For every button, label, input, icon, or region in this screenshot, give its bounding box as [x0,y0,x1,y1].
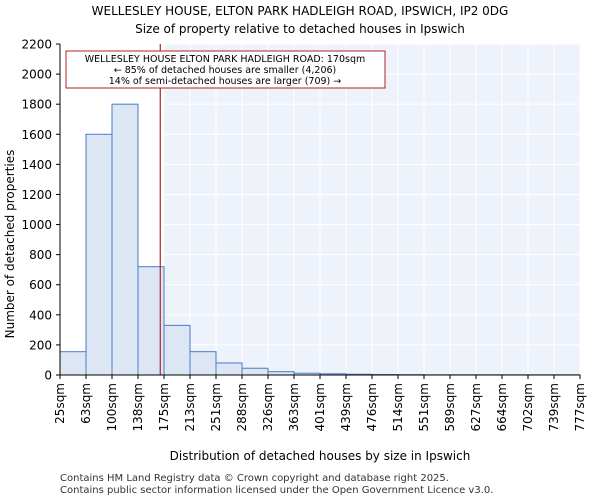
annotation-line-1: WELLESLEY HOUSE ELTON PARK HADLEIGH ROAD… [85,54,366,65]
x-tick-label: 363sqm [287,383,301,431]
y-tick-label: 1400 [21,158,52,172]
x-tick-label: 401sqm [313,383,327,431]
footer-line-1: Contains HM Land Registry data © Crown c… [60,473,449,484]
x-axis-label: Distribution of detached houses by size … [170,449,471,463]
x-tick-label: 664sqm [495,383,509,431]
x-tick-label: 251sqm [209,383,223,431]
x-tick-label: 439sqm [339,383,353,431]
chart-subtitle: Size of property relative to detached ho… [135,22,465,36]
y-tick-label: 2000 [21,68,52,82]
y-axis-label: Number of detached properties [3,150,17,339]
x-tick-label: 551sqm [417,383,431,431]
x-tick-label: 213sqm [183,383,197,431]
x-tick-label: 514sqm [391,383,405,431]
x-tick-label: 25sqm [53,383,67,424]
x-tick-label: 175sqm [157,383,171,431]
annotation-line-2: ← 85% of detached houses are smaller (4,… [114,65,337,76]
bar [215,362,243,376]
x-tick-label: 476sqm [365,383,379,431]
y-tick-label: 1800 [21,98,52,112]
x-tick-label: 63sqm [79,383,93,424]
y-tick-labels: 0 200 400 600 800 1000 1200 1400 1600 1800 2000 220… [21,38,60,383]
x-tick-label: 739sqm [547,383,561,431]
y-tick-label: 0 [44,369,52,383]
y-tick-label: 400 [29,308,52,322]
y-tick-label: 1600 [21,128,52,142]
y-tick-label: 1000 [21,218,52,232]
x-tick-label: 589sqm [443,383,457,431]
bar [85,133,113,376]
bar [241,367,269,376]
bar [59,351,87,376]
annotation-box: WELLESLEY HOUSE ELTON PARK HADLEIGH ROAD… [65,50,386,89]
x-tick-label: 702sqm [521,383,535,431]
histogram-chart: WELLESLEY HOUSE, ELTON PARK HADLEIGH ROA… [3,4,587,463]
footer-line-2: Contains public sector information licen… [60,485,494,496]
x-tick-labels: 25sqm 63sqm 100sqm 138sqm 175sqm 213sqm 251sqm… [53,375,587,431]
x-tick-label: 100sqm [105,383,119,431]
bar [189,351,217,376]
x-tick-label: 777sqm [573,383,587,431]
y-tick-label: 1200 [21,188,52,202]
y-tick-label: 800 [29,248,52,262]
x-tick-label: 288sqm [235,383,249,431]
bar [111,103,139,376]
chart-title: WELLESLEY HOUSE, ELTON PARK HADLEIGH ROA… [92,4,509,18]
x-tick-label: 138sqm [131,383,145,431]
y-tick-label: 600 [29,278,52,292]
annotation-line-3: 14% of semi-detached houses are larger (… [109,76,342,87]
x-tick-label: 627sqm [469,383,483,431]
bar [163,324,191,376]
y-tick-label: 200 [29,338,52,352]
x-tick-label: 326sqm [261,383,275,431]
y-tick-label: 2200 [21,38,52,52]
